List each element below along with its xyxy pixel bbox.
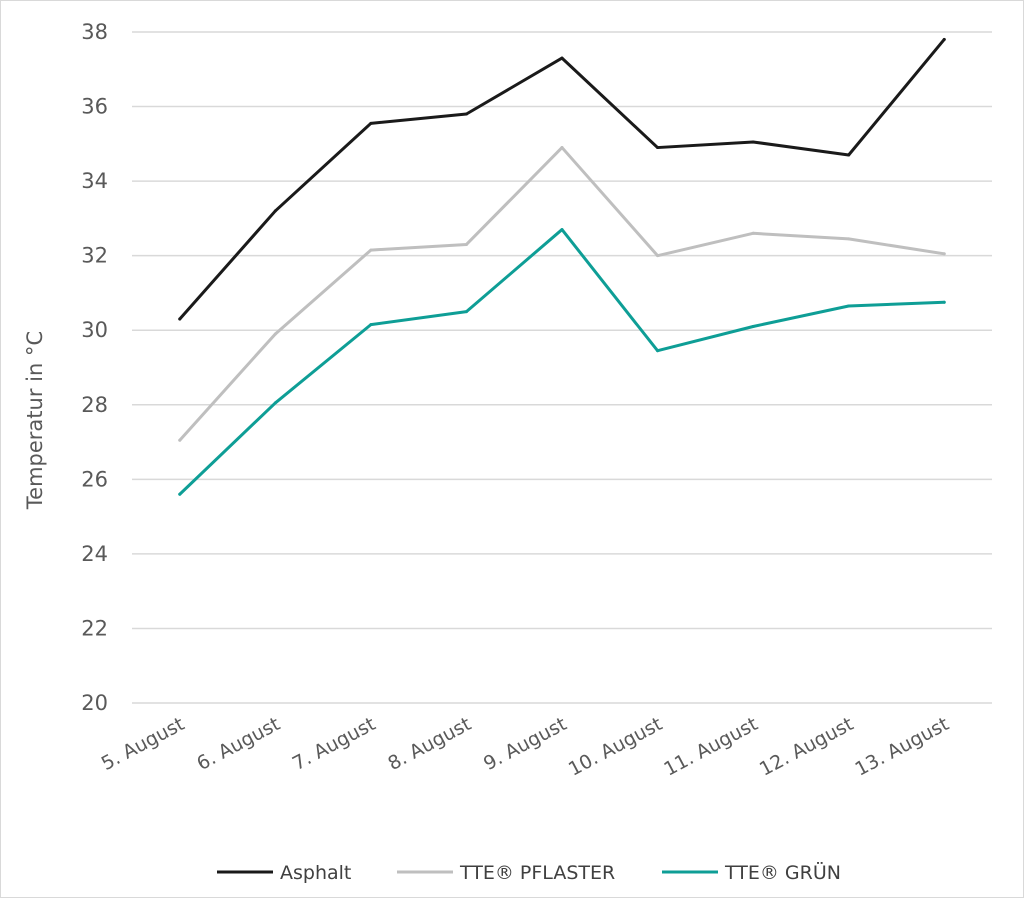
y-axis-ticks: 20 22 24 26 28 30 32 34 36 38 <box>81 20 108 715</box>
legend-label: Asphalt <box>280 862 351 884</box>
data-point <box>273 332 277 336</box>
data-point <box>464 242 468 246</box>
x-tick-label: 10. August <box>565 713 666 781</box>
y-tick-label: 20 <box>81 691 108 715</box>
data-point <box>847 153 851 157</box>
series-line-2 <box>178 228 946 496</box>
gridlines <box>132 31 992 704</box>
data-point <box>369 121 373 125</box>
x-tick-label: 9. August <box>480 713 570 775</box>
data-point <box>178 438 182 442</box>
y-tick-label: 36 <box>81 95 108 119</box>
y-tick-label: 24 <box>81 542 108 566</box>
x-tick-label: 8. August <box>384 713 474 775</box>
y-tick-label: 38 <box>81 20 108 44</box>
data-point <box>369 323 373 327</box>
data-point <box>464 310 468 314</box>
data-point <box>751 140 755 144</box>
x-axis-ticks: 5. August 6. August 7. August 8. August 9. A… <box>98 713 953 781</box>
x-tick-label: 13. August <box>852 713 953 781</box>
y-tick-label: 26 <box>81 467 108 491</box>
data-point <box>560 146 564 150</box>
x-tick-label: 6. August <box>193 713 283 775</box>
data-point <box>178 317 182 321</box>
x-tick-label: 5. August <box>98 713 188 775</box>
data-point <box>847 304 851 308</box>
data-point <box>560 228 564 232</box>
data-point <box>751 324 755 328</box>
legend-label: TTE® PFLASTER <box>459 862 615 884</box>
data-point <box>560 56 564 60</box>
series-lines <box>178 37 946 496</box>
x-tick-label: 11. August <box>660 713 761 781</box>
data-point <box>847 237 851 241</box>
data-point <box>178 492 182 496</box>
data-point <box>751 231 755 235</box>
y-axis-label: Temperatur in °C <box>23 331 47 510</box>
data-point <box>942 300 946 304</box>
data-point <box>273 401 277 405</box>
x-tick-label: 12. August <box>756 713 857 781</box>
legend-label: TTE® GRÜN <box>724 861 841 884</box>
series-line-0 <box>178 37 946 321</box>
x-tick-label: 7. August <box>289 713 379 775</box>
y-tick-label: 34 <box>81 169 108 193</box>
y-tick-label: 30 <box>81 318 108 342</box>
y-tick-label: 22 <box>81 616 108 640</box>
data-point <box>656 254 660 258</box>
data-point <box>369 248 373 252</box>
data-point <box>273 209 277 213</box>
data-point <box>942 37 946 41</box>
legend: Asphalt TTE® PFLASTER TTE® GRÜN <box>217 861 841 884</box>
data-point <box>464 112 468 116</box>
y-tick-label: 28 <box>81 393 108 417</box>
data-point <box>942 252 946 256</box>
data-point <box>656 349 660 353</box>
data-point <box>656 146 660 150</box>
y-tick-label: 32 <box>81 244 108 268</box>
